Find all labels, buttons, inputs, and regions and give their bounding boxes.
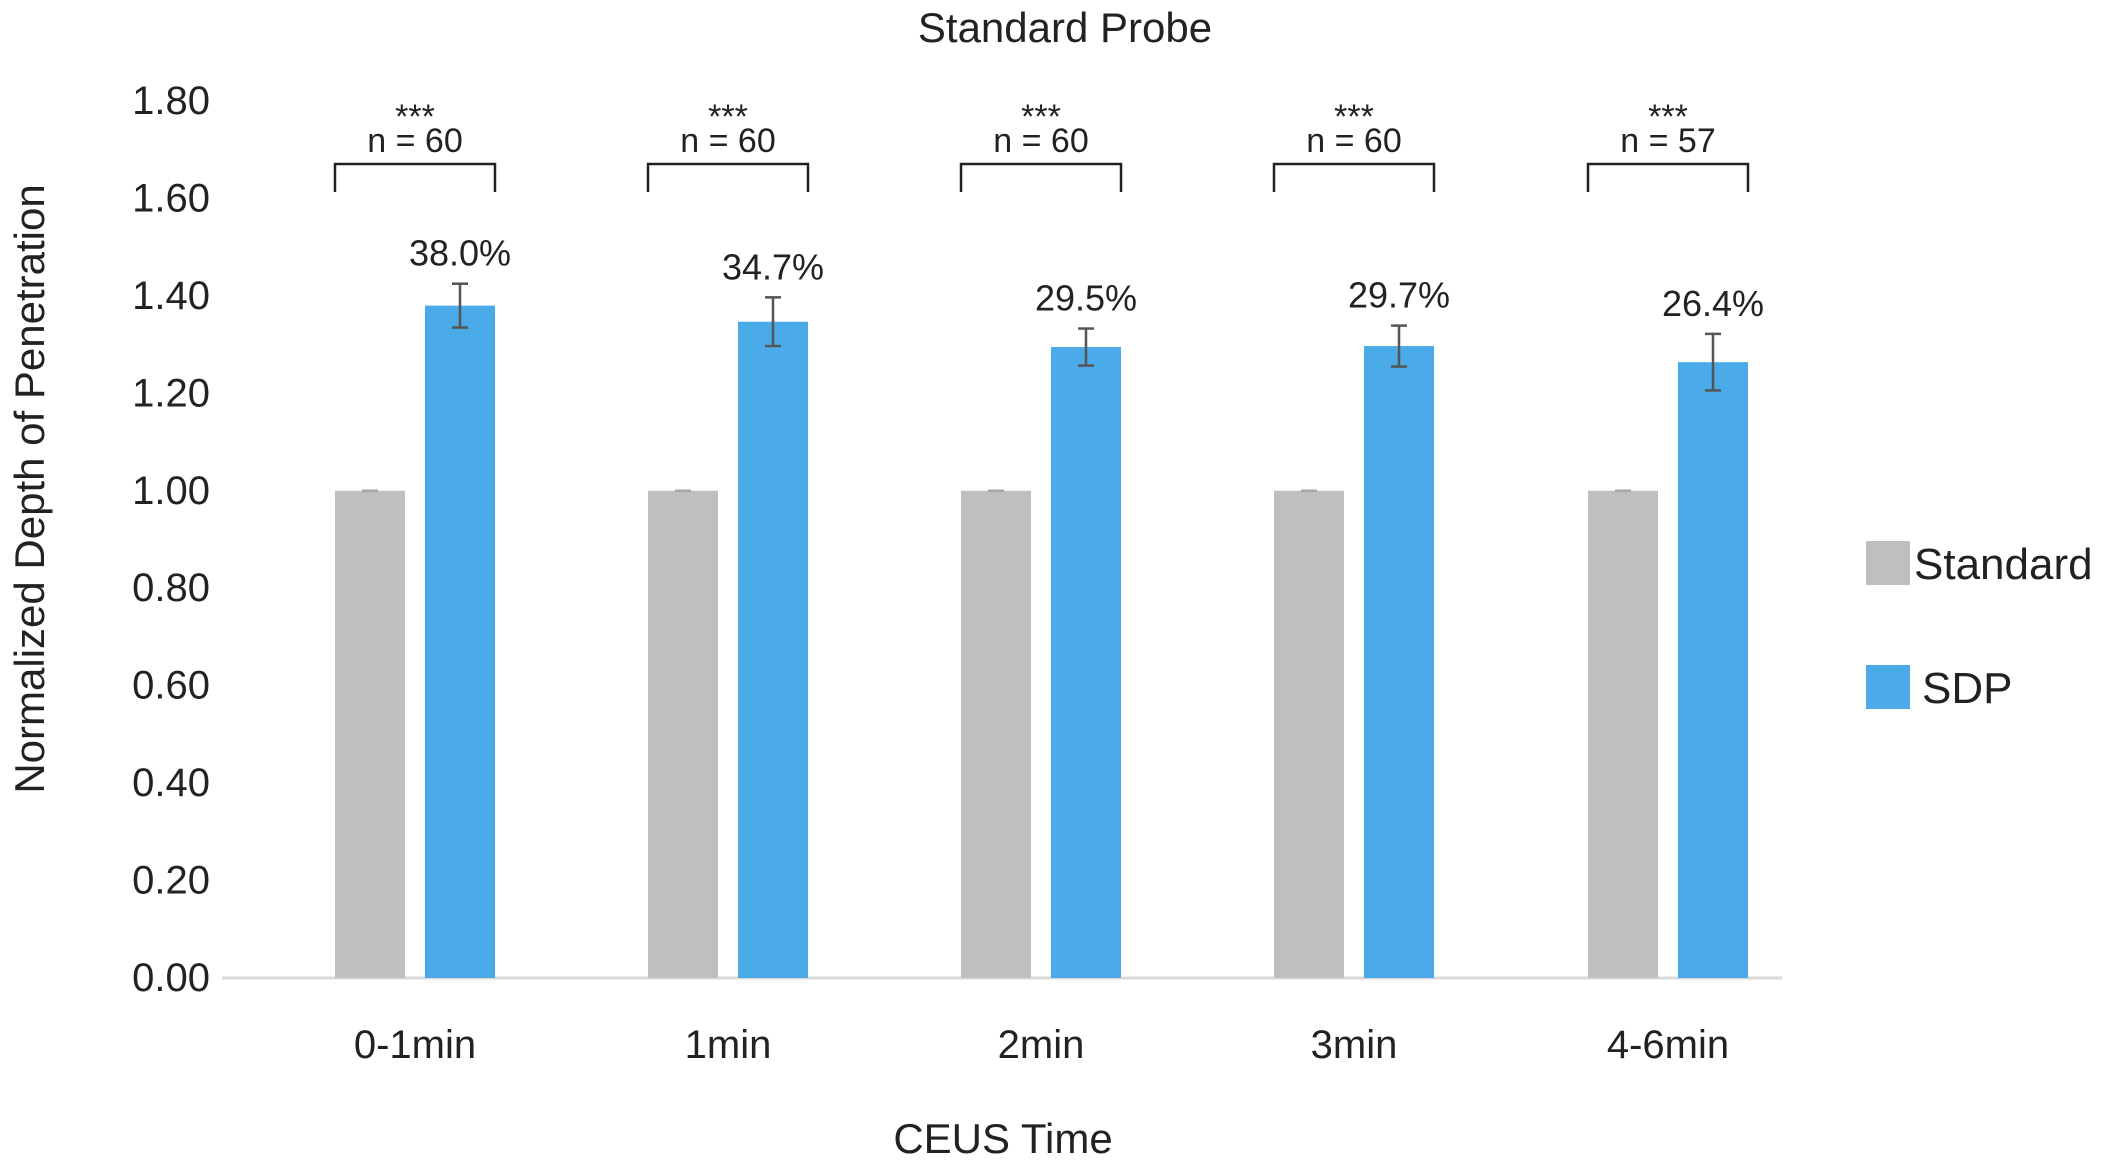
n-count-label: n = 60 <box>680 122 775 160</box>
y-tick-label: 0.40 <box>132 761 210 805</box>
x-tick-label: 4-6min <box>1607 1023 1729 1067</box>
legend-swatch-standard <box>1866 541 1910 585</box>
y-tick-label: 1.40 <box>132 274 210 318</box>
bar-sdp-0-1min <box>425 305 495 979</box>
y-tick-label: 0.00 <box>132 956 210 1000</box>
significance-bracket <box>333 162 497 192</box>
legend-item-standard: Standard <box>1866 540 2093 589</box>
legend: Standard SDP <box>1866 540 2093 713</box>
x-tick-label: 2min <box>998 1023 1085 1067</box>
significance-stars: *** <box>708 98 748 136</box>
bar-sdp-4-6min <box>1678 362 1748 978</box>
percent-label: 29.7% <box>1348 275 1450 316</box>
x-tick-label: 1min <box>685 1023 772 1067</box>
error-bar-sdp-0-1min <box>452 282 468 329</box>
chart-title: Standard Probe <box>918 4 1212 51</box>
y-tick-label: 0.60 <box>132 664 210 708</box>
bars <box>335 305 1748 979</box>
y-tick-label: 1.20 <box>132 371 210 415</box>
n-count-label: n = 60 <box>1306 122 1401 160</box>
percent-label: 26.4% <box>1662 283 1764 324</box>
x-axis-title: CEUS Time <box>893 1115 1112 1162</box>
legend-label-standard: Standard <box>1914 540 2093 589</box>
significance-bracket <box>1586 162 1750 192</box>
x-tick-label: 0-1min <box>354 1023 476 1067</box>
percent-label: 29.5% <box>1035 278 1137 319</box>
bar-sdp-3min <box>1364 346 1434 979</box>
legend-label-sdp: SDP <box>1922 664 2012 713</box>
legend-swatch-sdp <box>1866 665 1910 709</box>
bar-standard-4-6min <box>1588 490 1658 978</box>
n-count-label: n = 57 <box>1620 122 1715 160</box>
significance-stars: *** <box>1334 98 1374 136</box>
error-bar-sdp-1min <box>765 296 781 348</box>
significance-bracket <box>1272 162 1436 192</box>
significance-stars: *** <box>395 98 435 136</box>
y-axis-title: Normalized Depth of Penetration <box>6 184 53 793</box>
percent-label: 34.7% <box>722 246 824 287</box>
y-tick-label: 1.00 <box>132 469 210 513</box>
x-axis-ticks: 0-1min 1min 2min 3min 4-6min <box>354 1023 1729 1067</box>
n-count-label: n = 60 <box>993 122 1088 160</box>
y-tick-label: 0.20 <box>132 859 210 903</box>
error-bar-sdp-3min <box>1391 324 1407 368</box>
bar-standard-0-1min <box>335 490 405 978</box>
bar-sdp-2min <box>1051 347 1121 978</box>
significance-stars: *** <box>1648 98 1688 136</box>
significance-bracket <box>646 162 810 192</box>
x-tick-label: 3min <box>1311 1023 1398 1067</box>
significance-bracket <box>959 162 1123 192</box>
error-bar-sdp-4-6min <box>1705 332 1721 392</box>
bar-standard-3min <box>1274 490 1344 978</box>
error-bars <box>362 282 1721 493</box>
y-tick-label: 1.60 <box>132 176 210 220</box>
error-bar-sdp-2min <box>1078 327 1094 367</box>
legend-item-sdp: SDP <box>1866 664 2012 713</box>
y-tick-label: 0.80 <box>132 566 210 610</box>
y-axis-ticks: 0.00 0.20 0.40 0.60 0.80 1.00 1.20 1.40 1.60 1.80 <box>132 79 210 1000</box>
bar-sdp-1min <box>738 321 808 978</box>
y-tick-label: 1.80 <box>132 79 210 123</box>
bar-standard-2min <box>961 490 1031 978</box>
significance-stars: *** <box>1021 98 1061 136</box>
annotations: 38.0%n = 60***34.7%n = 60***29.5%n = 60*… <box>333 98 1764 324</box>
n-count-label: n = 60 <box>367 122 462 160</box>
percent-label: 38.0% <box>409 233 511 274</box>
bar-standard-1min <box>648 490 718 978</box>
